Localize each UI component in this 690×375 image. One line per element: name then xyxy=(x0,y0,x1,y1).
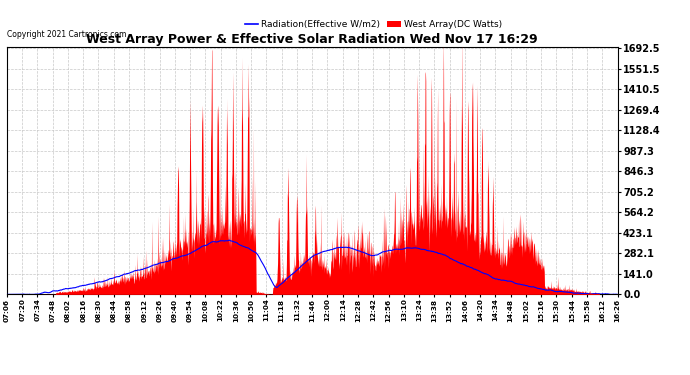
Legend: Radiation(Effective W/m2), West Array(DC Watts): Radiation(Effective W/m2), West Array(DC… xyxy=(241,17,505,33)
Text: Copyright 2021 Cartronics.com: Copyright 2021 Cartronics.com xyxy=(7,30,126,39)
Title: West Array Power & Effective Solar Radiation Wed Nov 17 16:29: West Array Power & Effective Solar Radia… xyxy=(86,33,538,46)
